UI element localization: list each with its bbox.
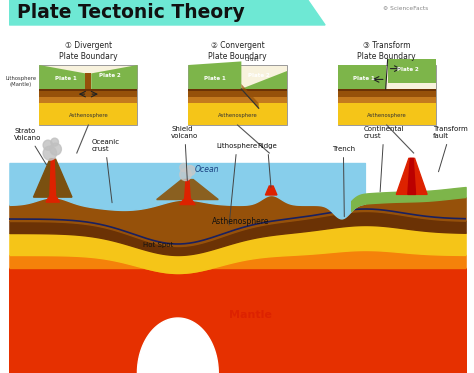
Text: Lithosphere: Lithosphere [216, 143, 257, 225]
Polygon shape [337, 97, 436, 103]
Text: ⚙ ScienceFacts: ⚙ ScienceFacts [383, 6, 428, 12]
Polygon shape [46, 197, 59, 202]
Polygon shape [396, 159, 427, 194]
Text: Strato
Volcano: Strato Volcano [14, 128, 46, 165]
Text: Plate 1: Plate 1 [353, 76, 375, 81]
Text: Continental
crust: Continental crust [364, 126, 404, 192]
Text: ③ Transform
Plate Boundary: ③ Transform Plate Boundary [357, 41, 416, 61]
Text: Asthenosphere: Asthenosphere [68, 113, 108, 119]
Polygon shape [9, 0, 325, 25]
Circle shape [51, 138, 58, 146]
Text: Oceanic
crust: Oceanic crust [91, 139, 119, 203]
Polygon shape [39, 91, 137, 97]
Text: Crust: Crust [245, 57, 259, 62]
Text: Mantle: Mantle [228, 310, 272, 320]
Text: Plate 2: Plate 2 [397, 67, 419, 72]
Text: Lithosphere
(Mantle): Lithosphere (Mantle) [5, 76, 36, 87]
FancyBboxPatch shape [337, 65, 436, 125]
Polygon shape [137, 318, 218, 373]
Polygon shape [337, 91, 436, 97]
Text: Plate 1: Plate 1 [55, 76, 77, 81]
Polygon shape [388, 59, 436, 83]
FancyBboxPatch shape [39, 65, 137, 125]
Polygon shape [39, 65, 85, 89]
Circle shape [180, 163, 188, 172]
Circle shape [50, 143, 62, 155]
Text: Asthenosphere: Asthenosphere [218, 113, 257, 119]
Polygon shape [184, 179, 191, 200]
Text: Plate 2: Plate 2 [248, 73, 270, 78]
Circle shape [43, 146, 56, 160]
Polygon shape [189, 89, 287, 91]
Text: Plate 1: Plate 1 [204, 76, 226, 81]
Polygon shape [39, 89, 137, 91]
FancyBboxPatch shape [189, 65, 287, 125]
Text: Asthenosphere: Asthenosphere [212, 216, 269, 226]
Polygon shape [241, 84, 259, 108]
Polygon shape [34, 159, 72, 197]
Polygon shape [91, 65, 137, 89]
Polygon shape [189, 103, 287, 125]
Polygon shape [157, 179, 218, 200]
Polygon shape [337, 89, 436, 91]
Polygon shape [189, 62, 241, 89]
Polygon shape [189, 91, 287, 97]
Polygon shape [189, 97, 287, 103]
Polygon shape [39, 97, 137, 103]
Polygon shape [241, 71, 287, 89]
Text: ① Divergent
Plate Boundary: ① Divergent Plate Boundary [59, 41, 118, 61]
Text: Shield
volcano: Shield volcano [171, 126, 198, 181]
Polygon shape [39, 103, 137, 125]
Text: Plate 2: Plate 2 [99, 73, 121, 78]
Text: Transform
fault: Transform fault [433, 126, 468, 172]
Polygon shape [408, 159, 416, 194]
Polygon shape [265, 186, 277, 195]
Text: Hot Spot: Hot Spot [144, 242, 174, 248]
Text: ② Convergent
Plate Boundary: ② Convergent Plate Boundary [208, 41, 267, 61]
Polygon shape [337, 103, 436, 125]
Text: Trench: Trench [332, 146, 355, 217]
Text: Ridge: Ridge [258, 143, 277, 187]
Text: Ocean: Ocean [194, 164, 219, 173]
Text: Asthenosphere: Asthenosphere [367, 113, 407, 119]
Circle shape [43, 140, 53, 150]
Polygon shape [85, 73, 91, 89]
Polygon shape [337, 65, 386, 89]
Text: Plate Tectonic Theory: Plate Tectonic Theory [17, 3, 245, 22]
Circle shape [180, 169, 191, 181]
Circle shape [185, 166, 195, 176]
Polygon shape [180, 200, 195, 204]
Polygon shape [50, 159, 55, 197]
